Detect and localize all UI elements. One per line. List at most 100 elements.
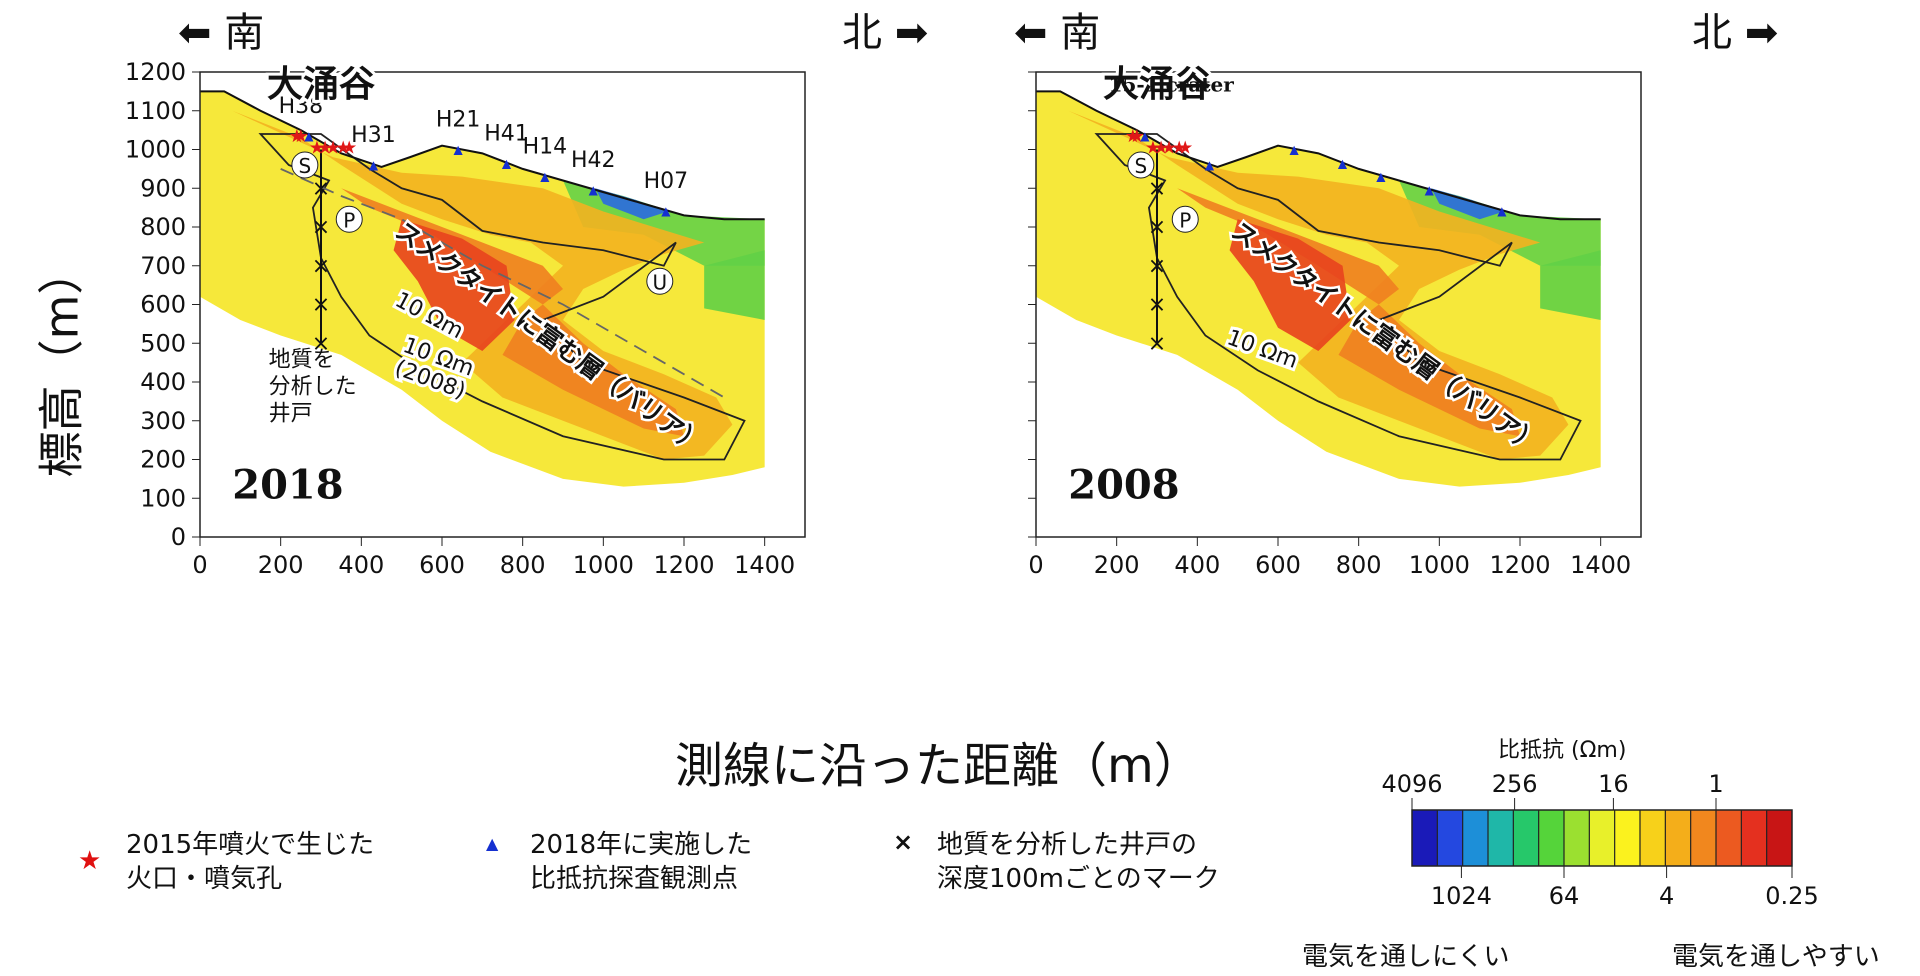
station-marker: ▲ — [540, 169, 550, 183]
resistivity-zone — [1229, 219, 1351, 351]
y-tick-label: 500 — [140, 329, 186, 357]
region-label: U — [652, 270, 667, 294]
colorbar-swatch — [1716, 810, 1742, 866]
x-tick-label: 1000 — [1409, 551, 1470, 579]
direction-north-left: 北 ➡ — [842, 10, 929, 56]
x-tick-label: 1400 — [734, 551, 795, 579]
y-tick-label: 400 — [140, 368, 186, 396]
region-marker — [1127, 151, 1155, 179]
well-depth-mark: × — [1148, 176, 1166, 201]
x-tick-label: 600 — [1255, 551, 1301, 579]
red-star-icon: ★ — [78, 846, 102, 876]
y-tick-label: 600 — [140, 291, 186, 319]
direction-south-right: ⬅ 南 — [1014, 10, 1101, 56]
resistivity-zone — [1177, 188, 1520, 437]
blue-triangle-icon: ▲ — [486, 834, 499, 853]
x-tick-label: 1400 — [1570, 551, 1631, 579]
year-label: 2008 — [1068, 461, 1179, 508]
well-depth-mark: × — [312, 215, 330, 240]
resistivity-zone — [1540, 250, 1601, 320]
x-tick-label: 0 — [192, 551, 207, 579]
well-depth-mark: × — [312, 293, 330, 318]
crater-label: 15-1 crater — [1109, 72, 1235, 96]
station-label: H42 — [571, 148, 616, 173]
region-marker — [335, 205, 363, 233]
colorbar-title: 比抵抗 (Ωm) — [1498, 738, 1627, 763]
colorbar-left-note: 電気を通しにくい — [1302, 942, 1510, 972]
station-label: H38 — [279, 94, 324, 119]
year-label: 2018 — [232, 461, 343, 508]
colorbar-top-label: 16 — [1598, 770, 1629, 798]
colorbar-bottom-label: 4 — [1659, 882, 1674, 910]
station-label: H31 — [351, 123, 396, 148]
colorbar: 4096 256 16 1 1024 64 4 0.25 — [1381, 770, 1818, 910]
station-label: H14 — [523, 134, 568, 159]
station-marker: ▲ — [369, 158, 379, 172]
colorbar-swatch — [1564, 810, 1590, 866]
crater-star: ★ — [293, 126, 309, 147]
colorbar-swatch — [1437, 810, 1463, 866]
y-tick-label: 0 — [171, 523, 186, 551]
crater-star: ★ — [289, 126, 305, 147]
well-depth-mark: × — [1148, 215, 1166, 240]
y-tick-label: 300 — [140, 407, 186, 435]
y-tick-label: 100 — [140, 484, 186, 512]
colorbar-swatch — [1589, 810, 1615, 866]
well-depth-mark: × — [1148, 254, 1166, 279]
colorbar-swatch — [1766, 810, 1792, 866]
colorbar-swatch — [1640, 810, 1666, 866]
station-label: H21 — [436, 108, 481, 133]
crater-star: ★ — [1145, 138, 1161, 159]
plot-2008: 0 200 400 600 800 1000 1200 1400×××××★★★★★★★▲▲▲… — [1028, 61, 1642, 579]
x-tick-label: 1200 — [1489, 551, 1550, 579]
x-tick-label: 200 — [258, 551, 304, 579]
cross-mark-icon: × — [893, 828, 914, 856]
crater-star: ★ — [1177, 138, 1193, 159]
station-label: H41 — [484, 122, 529, 147]
well-label-line: 分析した — [269, 375, 357, 400]
y-tick-label: 1200 — [125, 60, 186, 86]
colorbar-swatch — [1741, 810, 1767, 866]
colorbar-swatch — [1412, 810, 1438, 866]
crater-star: ★ — [325, 138, 341, 159]
well-depth-mark: × — [312, 254, 330, 279]
contour-10ohm — [258, 133, 746, 461]
crater-star: ★ — [317, 138, 333, 159]
station-marker: ▲ — [304, 129, 314, 143]
ground-surface-line — [200, 90, 765, 221]
resistivity-zone — [341, 188, 684, 437]
crater-star: ★ — [1129, 126, 1145, 147]
x-tick-label: 0 — [1028, 551, 1043, 579]
arrow-right-icon: ➡ — [1744, 10, 1779, 56]
y-tick-label: 1000 — [125, 136, 186, 164]
well-depth-mark: × — [312, 331, 330, 356]
x-tick-label: 400 — [1174, 551, 1220, 579]
station-marker: ▲ — [1425, 183, 1435, 197]
crater-star: ★ — [1161, 138, 1177, 159]
well-depth-mark: × — [1148, 293, 1166, 318]
region-marker — [1171, 205, 1199, 233]
station-marker: ▲ — [1338, 157, 1348, 171]
station-marker: ▲ — [502, 157, 512, 171]
x-tick-label: 1000 — [573, 551, 634, 579]
region-label: P — [1179, 208, 1191, 232]
x-axis-title: 測線に沿った距離（m） — [675, 738, 1202, 794]
resistivity-zone — [393, 219, 515, 351]
station-marker: ▲ — [1376, 169, 1386, 183]
station-marker: ▲ — [1205, 158, 1215, 172]
colorbar-swatch — [1690, 810, 1716, 866]
station-marker: ▲ — [1140, 129, 1150, 143]
well-depth-mark: × — [312, 176, 330, 201]
plot-2018: 0 200 400 600 800 1000 1200 1400 0 100 200 300 400 50… — [125, 60, 806, 579]
y-tick-label: 700 — [140, 252, 186, 280]
well-depth-mark: × — [1148, 331, 1166, 356]
colorbar-top-label: 4096 — [1381, 770, 1442, 798]
y-tick-label: 1100 — [125, 97, 186, 125]
colorbar-swatch — [1488, 810, 1514, 866]
station-marker: ▲ — [1290, 143, 1300, 157]
colorbar-bottom-label: 1024 — [1431, 882, 1492, 910]
x-tick-label: 1200 — [653, 551, 714, 579]
region-label: S — [299, 154, 312, 178]
x-tick-label: 200 — [1094, 551, 1140, 579]
